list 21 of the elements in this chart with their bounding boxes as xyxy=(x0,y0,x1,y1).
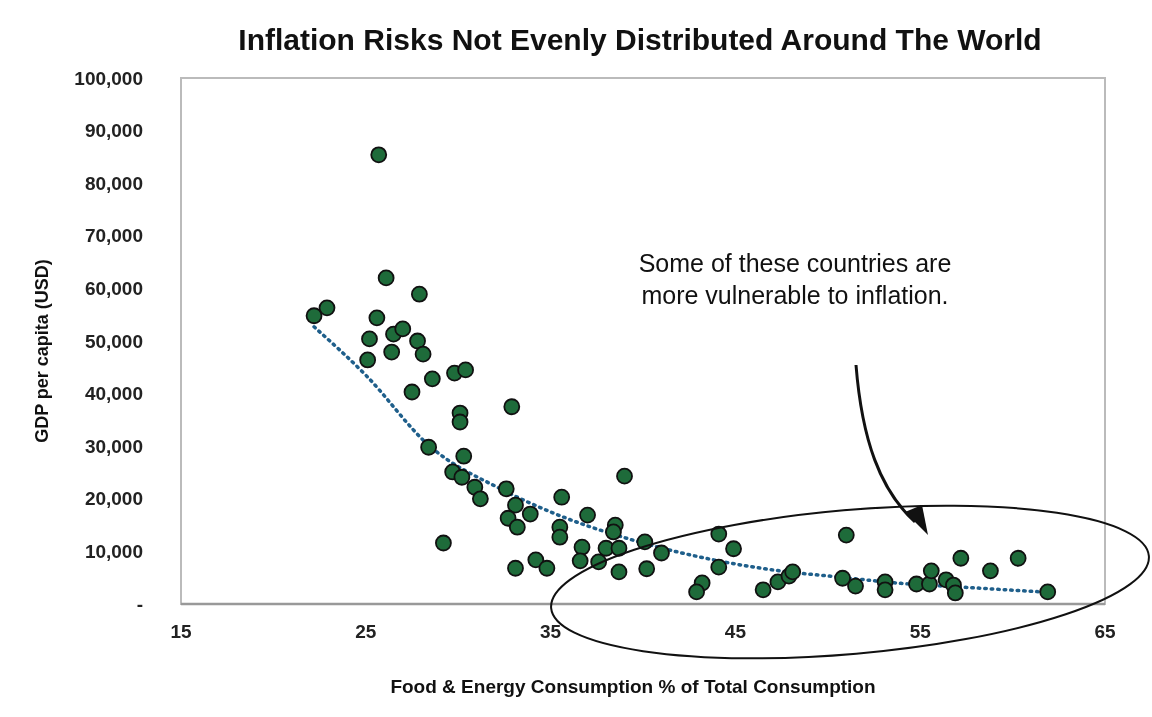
y-axis-title: GDP per capita (USD) xyxy=(32,259,52,443)
x-tick-label: 15 xyxy=(170,621,192,642)
x-tick-label: 25 xyxy=(355,621,377,642)
y-tick-label: 30,000 xyxy=(84,435,143,457)
x-tick-label: 35 xyxy=(540,621,562,642)
y-tick-label: 40,000 xyxy=(84,383,143,405)
x-axis-title: Food & Energy Consumption % of Total Consumption xyxy=(390,676,876,697)
y-tick-label: 10,000 xyxy=(84,541,143,563)
x-tick-label: 55 xyxy=(909,621,932,642)
y-tick-label: 90,000 xyxy=(84,120,143,142)
y-tick-label: 80,000 xyxy=(84,172,143,194)
y-tick-label: 20,000 xyxy=(84,488,143,510)
y-tick-label: 50,000 xyxy=(84,330,143,352)
x-tick-label: 65 xyxy=(1094,621,1116,642)
y-tick-label: 60,000 xyxy=(84,278,143,300)
annotation: Some of these countries are more vulnerable to inflation. xyxy=(638,249,952,309)
y-tick-label: - xyxy=(136,593,143,615)
chart-title: Inflation Risks Not Evenly Distributed Around The World xyxy=(238,23,1042,56)
x-tick-label: 45 xyxy=(724,621,747,642)
y-tick-label: 70,000 xyxy=(84,225,143,247)
y-tick-label: 100,000 xyxy=(74,67,143,89)
